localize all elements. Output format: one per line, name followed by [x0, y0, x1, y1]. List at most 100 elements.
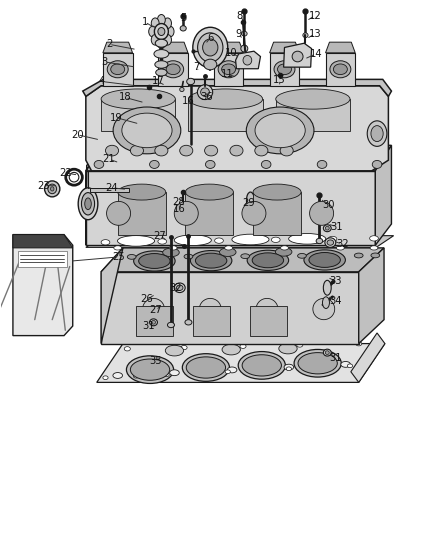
Ellipse shape [174, 201, 198, 225]
Ellipse shape [147, 131, 152, 135]
Ellipse shape [180, 26, 186, 31]
Ellipse shape [371, 126, 383, 142]
Polygon shape [325, 53, 355, 86]
Ellipse shape [322, 297, 329, 309]
Text: 36: 36 [201, 92, 213, 102]
Text: 23: 23 [37, 181, 50, 191]
Ellipse shape [124, 346, 131, 351]
Ellipse shape [371, 253, 380, 258]
Ellipse shape [173, 134, 184, 142]
Polygon shape [375, 146, 392, 245]
Text: 21: 21 [102, 154, 115, 164]
Ellipse shape [230, 134, 241, 142]
Ellipse shape [187, 78, 194, 85]
Text: 5: 5 [180, 13, 187, 23]
Polygon shape [86, 236, 394, 247]
Polygon shape [253, 192, 301, 235]
Ellipse shape [81, 192, 95, 215]
Text: 1: 1 [141, 17, 148, 27]
Ellipse shape [286, 122, 303, 136]
Ellipse shape [181, 345, 187, 350]
Ellipse shape [198, 33, 223, 62]
Ellipse shape [195, 253, 227, 268]
Ellipse shape [325, 227, 329, 230]
Text: 33: 33 [330, 277, 342, 286]
Ellipse shape [205, 160, 215, 168]
Ellipse shape [276, 248, 292, 256]
Ellipse shape [131, 359, 170, 380]
Ellipse shape [344, 133, 355, 141]
Polygon shape [101, 248, 123, 344]
Bar [18, 251, 67, 266]
Ellipse shape [174, 235, 212, 246]
Ellipse shape [154, 50, 169, 58]
Text: 22: 22 [59, 168, 72, 178]
Ellipse shape [215, 238, 223, 243]
Polygon shape [86, 86, 389, 171]
Ellipse shape [323, 225, 331, 232]
Ellipse shape [164, 373, 169, 377]
Ellipse shape [185, 320, 192, 325]
Ellipse shape [164, 35, 171, 45]
Ellipse shape [117, 135, 128, 143]
Ellipse shape [294, 350, 341, 377]
Ellipse shape [101, 89, 175, 109]
Text: 32: 32 [336, 239, 349, 249]
Ellipse shape [180, 146, 193, 156]
Polygon shape [276, 99, 350, 131]
Ellipse shape [238, 352, 286, 379]
Text: 27: 27 [149, 305, 162, 315]
Polygon shape [214, 53, 244, 86]
Ellipse shape [292, 51, 303, 62]
Polygon shape [236, 51, 261, 69]
Text: 25: 25 [112, 252, 125, 262]
Ellipse shape [304, 250, 346, 270]
Ellipse shape [170, 370, 179, 376]
Ellipse shape [367, 121, 387, 147]
Ellipse shape [94, 160, 104, 168]
Ellipse shape [113, 373, 123, 378]
Ellipse shape [154, 23, 168, 39]
Ellipse shape [150, 319, 157, 326]
Ellipse shape [205, 146, 218, 156]
Text: 3: 3 [102, 57, 108, 67]
Ellipse shape [134, 251, 175, 271]
Ellipse shape [222, 64, 236, 75]
Ellipse shape [151, 18, 159, 29]
Ellipse shape [225, 246, 233, 250]
Ellipse shape [167, 322, 174, 328]
Text: 8: 8 [237, 11, 243, 21]
Ellipse shape [194, 372, 200, 375]
Ellipse shape [157, 14, 165, 25]
Ellipse shape [303, 33, 308, 38]
Text: 10: 10 [225, 48, 237, 58]
Ellipse shape [149, 26, 156, 37]
Text: 6: 6 [207, 33, 213, 43]
Ellipse shape [169, 246, 177, 250]
Ellipse shape [356, 342, 362, 346]
Polygon shape [101, 248, 384, 272]
Bar [90, 188, 130, 192]
Polygon shape [101, 272, 359, 344]
Text: 27: 27 [154, 231, 166, 241]
Ellipse shape [328, 236, 337, 241]
Ellipse shape [323, 349, 331, 356]
Ellipse shape [193, 27, 228, 68]
Text: 13: 13 [309, 29, 321, 39]
Text: 32: 32 [169, 283, 182, 293]
Polygon shape [158, 42, 188, 53]
Text: 24: 24 [106, 183, 118, 193]
Polygon shape [351, 333, 385, 382]
Ellipse shape [186, 140, 195, 148]
Polygon shape [118, 192, 166, 235]
Ellipse shape [186, 357, 226, 378]
Text: 28: 28 [173, 197, 185, 207]
Ellipse shape [106, 201, 131, 225]
Ellipse shape [162, 61, 184, 78]
Bar [250, 306, 287, 336]
Ellipse shape [166, 26, 174, 37]
Ellipse shape [280, 146, 293, 156]
Ellipse shape [150, 160, 159, 168]
Polygon shape [214, 42, 244, 53]
Polygon shape [86, 171, 375, 245]
